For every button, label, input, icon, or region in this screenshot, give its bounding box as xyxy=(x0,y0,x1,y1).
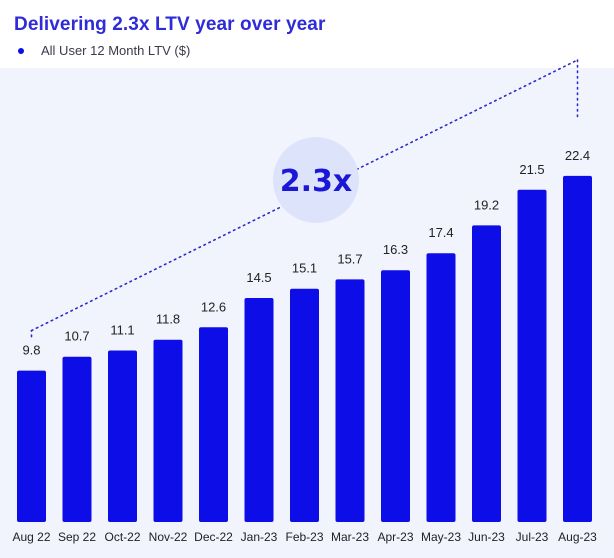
x-tick-label: Feb-23 xyxy=(285,530,323,544)
x-tick-label: Sep 22 xyxy=(58,530,96,544)
legend-marker xyxy=(18,47,24,54)
x-tick-label: Oct-22 xyxy=(104,530,140,544)
chart-legend: All User 12 Month LTV ($) xyxy=(18,43,190,58)
data-label: 14.5 xyxy=(246,270,271,285)
bar-may-23 xyxy=(426,253,456,522)
data-label: 11.1 xyxy=(110,323,134,338)
data-label: 16.3 xyxy=(383,242,408,257)
x-tick-label: Jun-23 xyxy=(468,530,505,544)
bar-apr-23 xyxy=(381,270,410,522)
x-tick-label: Mar-23 xyxy=(331,530,369,544)
legend-label: All User 12 Month LTV ($) xyxy=(41,43,191,58)
data-label: 10.7 xyxy=(64,329,89,344)
growth-badge-label: 2.3x xyxy=(280,164,353,199)
bar-sep-22 xyxy=(62,356,92,522)
x-tick-label: Jan-23 xyxy=(241,530,278,544)
bar-nov-22 xyxy=(153,339,183,522)
growth-badge xyxy=(273,137,359,223)
x-tick-label: Jul-23 xyxy=(516,530,549,544)
data-label: 22.4 xyxy=(565,148,590,163)
bar-jan-23 xyxy=(244,298,274,522)
x-tick-label: Nov-22 xyxy=(149,530,188,544)
x-tick-label: Dec-22 xyxy=(194,530,233,544)
bar-jul-23 xyxy=(517,189,547,523)
x-tick-label: Aug-23 xyxy=(558,530,597,544)
bar-mar-23 xyxy=(335,279,365,522)
bar-aug-22 xyxy=(17,370,46,522)
x-tick-label: Apr-23 xyxy=(377,530,413,544)
bar-feb-23 xyxy=(290,288,319,522)
data-label: 11.8 xyxy=(156,312,180,327)
bar-aug-23 xyxy=(563,175,592,522)
data-label: 19.2 xyxy=(474,197,499,212)
chart-title: Delivering 2.3x LTV year over year xyxy=(14,14,326,35)
data-label: 9.8 xyxy=(22,343,40,358)
bar-jun-23 xyxy=(472,225,501,522)
x-tick-label: May-23 xyxy=(421,530,461,544)
data-label: 15.7 xyxy=(337,251,362,266)
data-label: 15.1 xyxy=(292,261,317,276)
bar-dec-22 xyxy=(199,327,228,522)
data-label: 12.6 xyxy=(201,299,226,314)
data-label: 21.5 xyxy=(519,162,544,177)
data-label: 17.4 xyxy=(428,225,453,240)
bar-oct-22 xyxy=(108,350,137,522)
x-tick-label: Aug 22 xyxy=(12,530,50,544)
